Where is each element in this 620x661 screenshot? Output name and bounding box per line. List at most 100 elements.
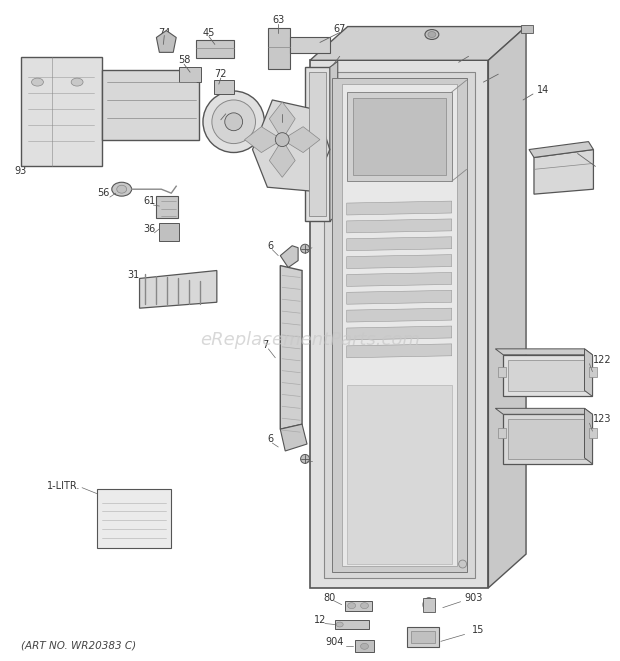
Text: 93: 93 (14, 167, 27, 176)
Text: 56: 56 (98, 188, 110, 198)
Text: 903: 903 (464, 593, 483, 603)
Bar (355, 641, 374, 652)
Text: 904: 904 (326, 637, 344, 647)
Ellipse shape (301, 455, 309, 463)
Bar (503, 355, 593, 397)
Polygon shape (347, 254, 452, 268)
Ellipse shape (301, 244, 309, 253)
Polygon shape (489, 26, 526, 588)
Bar (159, 223, 179, 241)
Bar (503, 414, 593, 464)
Text: 122: 122 (593, 355, 612, 365)
Bar (347, 92, 452, 181)
Bar (498, 367, 506, 377)
Polygon shape (347, 219, 452, 233)
Bar (508, 360, 588, 391)
Bar (508, 419, 588, 459)
Text: 11: 11 (334, 48, 346, 58)
Text: 26: 26 (575, 145, 588, 155)
Polygon shape (347, 201, 452, 215)
Polygon shape (280, 266, 302, 429)
Polygon shape (495, 408, 593, 414)
Ellipse shape (423, 598, 435, 611)
Text: 63: 63 (272, 15, 285, 24)
Bar (97, 488, 171, 548)
Ellipse shape (32, 78, 43, 86)
Bar (309, 72, 326, 216)
Text: 36: 36 (143, 224, 156, 234)
Bar (345, 601, 373, 611)
Polygon shape (280, 246, 298, 268)
Text: 8: 8 (312, 456, 318, 466)
Ellipse shape (459, 560, 467, 568)
Polygon shape (252, 100, 330, 191)
Polygon shape (347, 326, 452, 340)
Text: 61: 61 (143, 196, 156, 206)
Text: 14: 14 (537, 85, 549, 95)
Bar (423, 598, 435, 611)
Bar (342, 84, 457, 566)
Bar (20, 58, 102, 167)
Bar (347, 385, 452, 564)
Bar (290, 38, 330, 54)
Text: 6: 6 (267, 241, 273, 251)
Bar (268, 28, 290, 69)
Text: 900: 900 (504, 65, 523, 75)
Ellipse shape (71, 78, 83, 86)
Bar (590, 428, 598, 438)
Bar (332, 78, 467, 572)
Ellipse shape (361, 603, 368, 609)
Bar (324, 72, 474, 578)
Polygon shape (280, 424, 307, 451)
Text: 62: 62 (219, 105, 232, 115)
Text: eReplacementParts.com: eReplacementParts.com (200, 331, 420, 349)
Text: 58: 58 (178, 56, 190, 65)
Polygon shape (347, 344, 452, 358)
Polygon shape (347, 272, 452, 286)
Text: 80: 80 (324, 593, 336, 603)
Text: 8: 8 (312, 239, 318, 249)
Bar (335, 619, 370, 629)
Polygon shape (347, 290, 452, 304)
Text: 1-LITR.: 1-LITR. (46, 481, 80, 490)
Bar (498, 428, 506, 438)
Bar (196, 40, 234, 58)
Text: 7: 7 (262, 340, 268, 350)
Ellipse shape (361, 643, 368, 649)
Polygon shape (269, 139, 295, 177)
Bar (521, 24, 533, 32)
Polygon shape (140, 270, 217, 308)
Text: 15: 15 (472, 625, 485, 635)
Polygon shape (585, 349, 593, 397)
Text: 123: 123 (593, 414, 611, 424)
Text: 72: 72 (215, 69, 227, 79)
Polygon shape (534, 149, 593, 194)
Bar (590, 367, 598, 377)
Polygon shape (282, 127, 320, 153)
Ellipse shape (425, 30, 439, 40)
Polygon shape (347, 237, 452, 251)
Polygon shape (585, 408, 593, 464)
Text: 31: 31 (128, 270, 140, 280)
Ellipse shape (117, 185, 126, 193)
Text: 911: 911 (472, 48, 490, 58)
Polygon shape (269, 102, 295, 139)
Text: 45: 45 (203, 28, 215, 38)
Bar (310, 60, 489, 588)
Polygon shape (330, 61, 338, 221)
Text: (ART NO. WR20383 C): (ART NO. WR20383 C) (20, 641, 136, 650)
Text: 12: 12 (314, 615, 326, 625)
Ellipse shape (428, 32, 436, 38)
Text: 69: 69 (276, 105, 288, 115)
Polygon shape (347, 308, 452, 322)
Bar (102, 70, 199, 139)
Polygon shape (529, 141, 593, 157)
Bar (214, 80, 234, 94)
Polygon shape (310, 26, 526, 60)
Bar (156, 196, 178, 218)
Bar (411, 631, 435, 643)
Ellipse shape (203, 91, 264, 153)
Bar (305, 67, 330, 221)
Ellipse shape (275, 133, 289, 147)
Ellipse shape (225, 113, 242, 131)
